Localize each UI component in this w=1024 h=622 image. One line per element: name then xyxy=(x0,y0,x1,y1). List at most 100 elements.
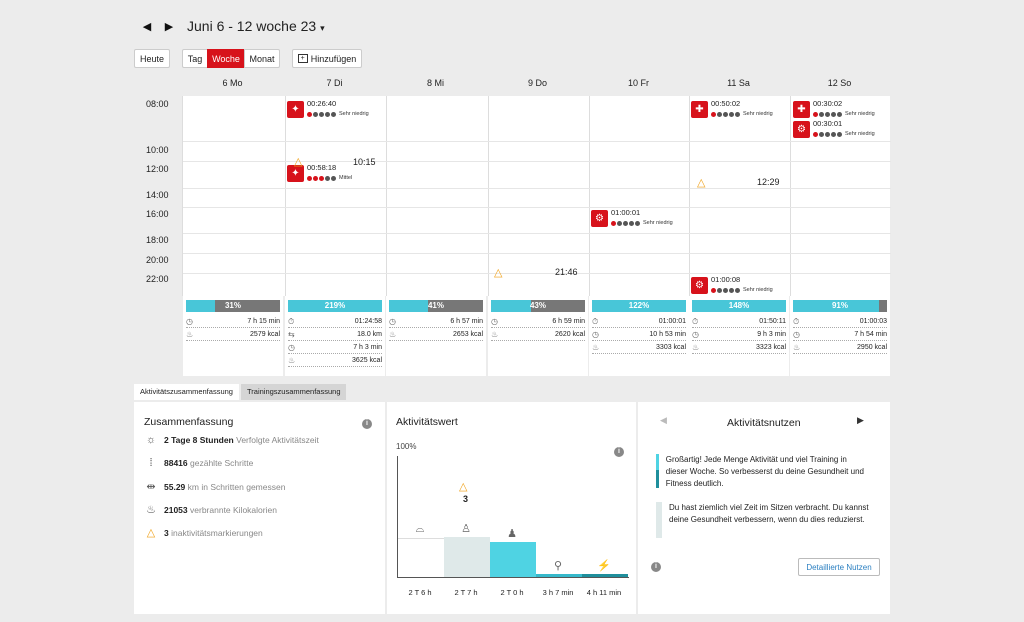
bar-label: 4 h 11 min xyxy=(586,588,622,597)
event-duration: 01:00:01 xyxy=(611,208,641,217)
ruler-icon: ⇹ xyxy=(146,481,156,493)
summary-value: 88416 xyxy=(164,458,188,468)
intensity-label: Mittel xyxy=(339,175,353,181)
flame-icon: ♨ xyxy=(288,356,296,365)
stopwatch-icon: ⏱ xyxy=(692,316,699,326)
day-summary[interactable]: 43% ◷ 6 h 59 min ♨ 2620 kcal xyxy=(488,296,588,376)
tab-activity-summary[interactable]: Aktivitätszusammenfassung xyxy=(134,384,239,400)
training-event[interactable]: ⚙ 00:30:01 Sehr niedrig xyxy=(793,119,875,138)
view-month-button[interactable]: Monat xyxy=(244,49,280,68)
day-summary[interactable]: 122% ⏱ 01:00:01 ◷ 10 h 53 min ♨ 3303 kcal xyxy=(589,296,689,376)
summary-label: verbrannte Kilokalorien xyxy=(190,504,277,515)
clock-icon: ◷ xyxy=(186,317,193,326)
day-summary-value: 2950 kcal xyxy=(857,344,887,351)
day-summary[interactable]: 91% ⏱ 01:00:03 ◷ 7 h 54 min ♨ 2950 kcal xyxy=(790,296,890,376)
day-summary-row: ◷ 7 h 3 min xyxy=(288,342,382,354)
summary-value: 55.29 xyxy=(164,481,186,492)
inactivity-warning-icon[interactable]: △ xyxy=(697,177,706,189)
time-label: 10:00 xyxy=(146,145,169,155)
tab-training-summary[interactable]: Trainingszusammenfassung xyxy=(240,384,347,400)
running-icon: ⚡ xyxy=(597,560,611,572)
flame-icon: ♨ xyxy=(186,330,194,339)
flame-icon: ♨ xyxy=(389,330,397,339)
bar-label: 2 T 7 h xyxy=(454,588,478,597)
inactivity-warning-icon[interactable]: △ xyxy=(294,156,303,168)
training-event[interactable]: ⚙ 01:00:01 Sehr niedrig xyxy=(591,208,673,227)
day-summary[interactable]: 148% ⏱ 01:50:11 ◷ 9 h 3 min ♨ 3323 kcal xyxy=(689,296,789,376)
inactivity-time: 10:15 xyxy=(353,157,376,167)
info-icon[interactable]: i xyxy=(614,447,624,457)
activity-goal-bar: 43% xyxy=(491,300,585,312)
day-summary-value: 3625 kcal xyxy=(352,357,382,364)
intensity-label: Sehr niedrig xyxy=(743,111,773,117)
activity-goal-bar: 219% xyxy=(288,300,382,312)
day-summary[interactable]: 41% ◷ 6 h 57 min ♨ 2653 kcal xyxy=(386,296,486,376)
training-event[interactable]: ✚ 00:30:02 Sehr niedrig xyxy=(793,99,875,118)
sitting-icon: ♙ xyxy=(461,523,471,536)
walking-icon: ⚲ xyxy=(553,560,563,572)
intensity-dots: Mittel xyxy=(307,173,352,183)
day-summary-row: ♨ 3303 kcal xyxy=(592,342,686,354)
activity-level-bar xyxy=(582,574,628,577)
day-summary-value: 3323 kcal xyxy=(756,344,786,351)
training-event[interactable]: ✦ 00:26:40 Sehr niedrig xyxy=(287,99,369,119)
day-summary-value: 7 h 3 min xyxy=(353,344,382,351)
day-header: 10 Fr xyxy=(627,78,649,88)
day-summary-value: 6 h 57 min xyxy=(450,318,483,325)
next-benefit-button[interactable]: ▶ xyxy=(857,415,864,425)
day-header: 9 Do xyxy=(527,78,547,88)
next-week-button[interactable]: ▶ xyxy=(164,20,174,33)
prev-benefit-button[interactable]: ◀ xyxy=(660,415,667,425)
add-button-label: Hinzufügen xyxy=(310,53,357,64)
view-day-button[interactable]: Tag xyxy=(182,49,208,68)
training-event[interactable]: ✦ 00:58:18 Mittel xyxy=(287,163,352,183)
event-duration: 00:26:40 xyxy=(307,99,337,108)
benefit-title: Aktivitätsnutzen xyxy=(727,417,801,429)
inactivity-marker-icon: △ xyxy=(459,481,468,493)
intensity-dots: Sehr niedrig xyxy=(307,109,369,119)
detailed-benefits-button[interactable]: Detaillierte Nutzen xyxy=(798,558,880,576)
inactivity-warning-icon[interactable]: △ xyxy=(494,267,503,279)
time-label: 22:00 xyxy=(146,274,169,284)
view-week-button[interactable]: Woche xyxy=(207,49,245,68)
training-event[interactable]: ✚ 00:50:02 Sehr niedrig xyxy=(691,99,773,118)
inactivity-marker-count: 3 xyxy=(463,494,469,504)
day-summary-row: ◷ 7 h 15 min xyxy=(186,316,280,328)
bar-label: 2 T 0 h xyxy=(500,588,524,597)
day-summary-row: ⏱ 01:00:01 xyxy=(592,316,686,328)
activity-benefit-panel: ◀ Aktivitätsnutzen ▶ i Detaillierte Nutz… xyxy=(638,402,890,614)
run-icon: ✦ xyxy=(287,164,304,182)
chevron-down-icon: ▾ xyxy=(320,23,325,33)
day-summary-value: 2620 kcal xyxy=(555,331,585,338)
flame-icon: ♨ xyxy=(146,504,156,516)
training-event[interactable]: ⚙ 01:00:08 Sehr niedrig xyxy=(691,275,773,295)
activity-goal-bar: 122% xyxy=(592,300,686,312)
activity-goal-percent: 122% xyxy=(628,301,650,310)
summary-row: ⇹ 55.29 km in Schritten gemessen xyxy=(144,480,285,493)
day-summary[interactable]: 219% ⏱ 01:24:58 ⇆ 18.0 km ◷ 7 h 3 min ♨ 3625 kca… xyxy=(285,296,385,376)
benefit-message-text: Du hast ziemlich viel Zeit im Sitzen ver… xyxy=(669,503,869,524)
benefit-message-sitting: Du hast ziemlich viel Zeit im Sitzen ver… xyxy=(656,502,870,538)
time-label: 16:00 xyxy=(146,209,169,219)
summary-value: 3 xyxy=(164,527,169,538)
activity-level-bar xyxy=(398,537,444,577)
time-label: 12:00 xyxy=(146,164,169,174)
today-button[interactable]: Heute xyxy=(134,49,170,68)
day-summary-row: ⏱ 01:50:11 xyxy=(692,316,786,328)
event-duration: 00:30:01 xyxy=(813,119,843,128)
summary-label: Verfolgte Aktivitätszeit xyxy=(236,435,319,445)
date-range-selector[interactable]: Juni 6 - 12 woche 23 ▾ xyxy=(187,18,325,34)
info-icon[interactable]: i xyxy=(362,419,372,429)
day-summary-value: 9 h 3 min xyxy=(757,331,786,338)
bar-label: 2 T 6 h xyxy=(408,588,432,597)
add-button[interactable]: + Hinzufügen xyxy=(292,49,362,68)
info-icon[interactable]: i xyxy=(651,562,661,572)
activity-goal-percent: 219% xyxy=(324,301,346,310)
intensity-dots: Sehr niedrig xyxy=(711,285,773,295)
prev-week-button[interactable]: ◀ xyxy=(142,20,152,33)
summary-panel: Zusammenfassung i ☼ 2 Tage 8 Stunden Verf… xyxy=(134,402,385,614)
day-summary[interactable]: 31% ◷ 7 h 15 min ♨ 2579 kcal xyxy=(183,296,283,376)
day-summary-row: ◷ 10 h 53 min xyxy=(592,329,686,341)
summary-row: ♨ 21053 verbrannte Kilokalorien xyxy=(144,503,277,516)
day-summary-row: ⏱ 01:24:58 xyxy=(288,316,382,328)
